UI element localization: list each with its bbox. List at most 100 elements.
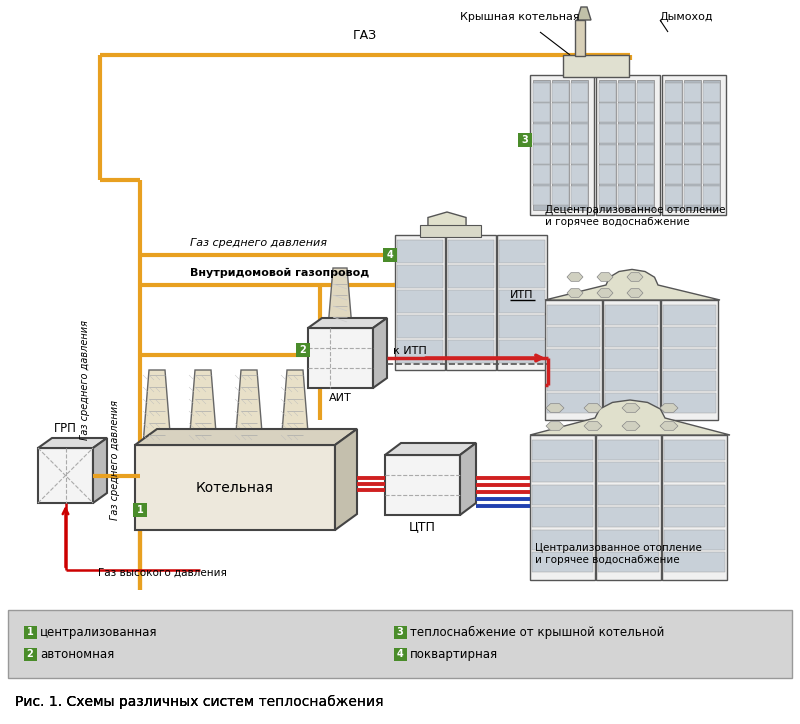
Bar bbox=[448, 290, 494, 313]
Bar bbox=[664, 485, 725, 505]
Bar bbox=[637, 80, 654, 210]
Bar bbox=[663, 305, 716, 325]
Bar bbox=[545, 300, 602, 420]
Bar bbox=[552, 165, 569, 184]
Bar bbox=[547, 371, 600, 391]
Polygon shape bbox=[235, 370, 263, 445]
Polygon shape bbox=[567, 289, 583, 298]
Bar bbox=[618, 80, 635, 210]
Polygon shape bbox=[308, 318, 387, 328]
Text: Газ среднего давления: Газ среднего давления bbox=[80, 320, 90, 440]
Bar bbox=[499, 290, 545, 313]
Bar bbox=[499, 315, 545, 338]
Text: 2: 2 bbox=[26, 649, 34, 659]
Bar bbox=[571, 124, 588, 143]
Polygon shape bbox=[335, 429, 357, 530]
Text: Крышная котельная: Крышная котельная bbox=[460, 12, 580, 22]
Bar bbox=[397, 340, 443, 363]
Bar bbox=[618, 124, 635, 143]
Text: 3: 3 bbox=[522, 135, 528, 145]
Polygon shape bbox=[627, 289, 643, 298]
Bar bbox=[598, 507, 659, 527]
Bar bbox=[605, 349, 658, 369]
Bar bbox=[571, 186, 588, 205]
Bar bbox=[552, 186, 569, 205]
Bar bbox=[397, 290, 443, 313]
Bar bbox=[703, 186, 720, 205]
Bar bbox=[571, 103, 588, 122]
Polygon shape bbox=[93, 438, 107, 503]
Bar bbox=[703, 165, 720, 184]
Bar bbox=[308, 328, 373, 388]
Text: к ИТП: к ИТП bbox=[393, 346, 426, 356]
Text: 1: 1 bbox=[26, 627, 34, 637]
Bar bbox=[618, 186, 635, 205]
Bar bbox=[596, 435, 661, 580]
Bar bbox=[533, 145, 550, 164]
Text: 4: 4 bbox=[397, 649, 403, 659]
Bar bbox=[605, 393, 658, 413]
Bar bbox=[664, 530, 725, 550]
Bar bbox=[133, 503, 147, 517]
Bar bbox=[135, 445, 335, 530]
Bar bbox=[637, 83, 654, 102]
Polygon shape bbox=[38, 438, 107, 448]
Bar bbox=[637, 145, 654, 164]
Bar bbox=[547, 327, 600, 347]
Bar bbox=[448, 315, 494, 338]
Text: теплоснабжение от крышной котельной: теплоснабжение от крышной котельной bbox=[410, 626, 664, 639]
Bar bbox=[684, 103, 701, 122]
Bar bbox=[532, 462, 593, 482]
Bar bbox=[552, 103, 569, 122]
Bar bbox=[552, 124, 569, 143]
Bar bbox=[533, 103, 550, 122]
Bar bbox=[598, 440, 659, 460]
Bar bbox=[599, 83, 616, 102]
Bar bbox=[663, 327, 716, 347]
Bar bbox=[596, 75, 660, 215]
Bar bbox=[8, 610, 792, 678]
Bar bbox=[684, 186, 701, 205]
Polygon shape bbox=[627, 273, 643, 282]
Polygon shape bbox=[584, 404, 602, 413]
Text: Рис. 1. Схемы различных систем: Рис. 1. Схемы различных систем bbox=[15, 695, 258, 709]
Bar bbox=[665, 165, 682, 184]
Bar bbox=[547, 305, 600, 325]
Text: ЦТП: ЦТП bbox=[409, 520, 436, 533]
Bar bbox=[518, 133, 532, 147]
Polygon shape bbox=[660, 421, 678, 430]
Bar bbox=[684, 83, 701, 102]
Bar bbox=[665, 124, 682, 143]
Text: Децентрализованное отопление
и горячее водоснабжение: Децентрализованное отопление и горячее в… bbox=[545, 205, 726, 227]
Bar bbox=[598, 552, 659, 572]
Text: Рис. 1. Схемы различных систем теплоснабжения: Рис. 1. Схемы различных систем теплоснаб… bbox=[15, 695, 383, 709]
Bar bbox=[605, 327, 658, 347]
Bar bbox=[661, 300, 718, 420]
Polygon shape bbox=[660, 404, 678, 413]
Polygon shape bbox=[460, 443, 476, 515]
Bar bbox=[394, 626, 406, 639]
Bar bbox=[703, 80, 720, 210]
Bar bbox=[598, 530, 659, 550]
Bar bbox=[23, 626, 37, 639]
Text: Дымоход: Дымоход bbox=[660, 12, 714, 22]
Polygon shape bbox=[622, 404, 640, 413]
Polygon shape bbox=[546, 404, 564, 413]
Text: 3: 3 bbox=[397, 627, 403, 637]
Bar bbox=[571, 80, 588, 210]
Bar bbox=[499, 265, 545, 288]
Polygon shape bbox=[385, 443, 476, 455]
Polygon shape bbox=[373, 318, 387, 388]
Bar bbox=[664, 552, 725, 572]
Bar bbox=[397, 265, 443, 288]
Bar bbox=[533, 83, 550, 102]
Text: ГАЗ: ГАЗ bbox=[353, 29, 377, 42]
Bar bbox=[605, 305, 658, 325]
Polygon shape bbox=[189, 370, 217, 445]
Polygon shape bbox=[143, 370, 171, 445]
Bar bbox=[637, 165, 654, 184]
Text: поквартирная: поквартирная bbox=[410, 648, 498, 661]
Bar bbox=[637, 103, 654, 122]
Bar bbox=[571, 83, 588, 102]
Bar bbox=[497, 235, 547, 370]
